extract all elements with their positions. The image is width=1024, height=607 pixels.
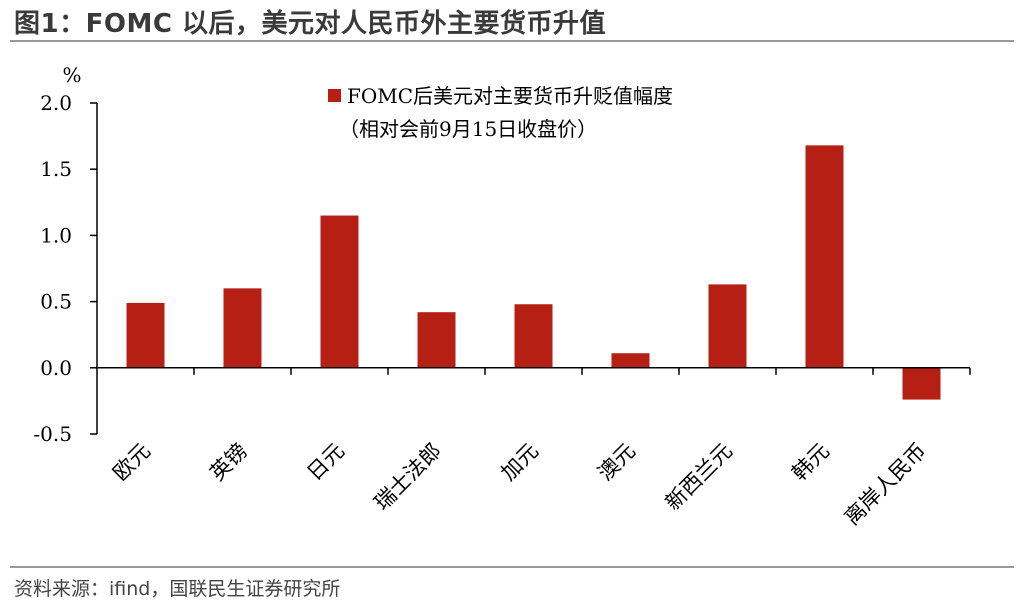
x-category-label: 离岸人民币 <box>840 439 931 530</box>
y-tick-label: 1.0 <box>40 223 72 247</box>
y-axis-ticks: 2.0 1.5 1.0 0.5 0.0 -0.5 <box>33 91 97 446</box>
legend-swatch <box>328 89 341 102</box>
legend-series-label: FOMC后美元对主要货币升贬值幅度 <box>347 84 673 108</box>
bar-7 <box>708 284 747 368</box>
bar-1 <box>126 302 165 368</box>
x-category-label: 欧元 <box>108 439 155 486</box>
x-category-label: 瑞士法郎 <box>370 439 446 515</box>
y-tick-label: 0.0 <box>40 356 72 380</box>
x-category-label: 新西兰元 <box>661 439 737 515</box>
bar-3 <box>320 215 359 368</box>
bar-4 <box>417 312 456 368</box>
x-category-label: 英镑 <box>205 439 252 486</box>
y-tick-label: -0.5 <box>33 422 72 446</box>
title-divider <box>10 40 1014 42</box>
bar-8 <box>805 145 844 368</box>
bars <box>126 145 941 400</box>
y-tick-label: 2.0 <box>40 91 72 115</box>
footer-divider <box>10 566 1014 568</box>
x-category-label: 日元 <box>302 439 349 486</box>
figure-title: 图1：FOMC 以后，美元对人民币外主要货币升值 <box>14 9 606 39</box>
bar-5 <box>514 304 553 368</box>
legend: FOMC后美元对主要货币升贬值幅度 （相对会前9月15日收盘价） <box>328 84 673 141</box>
bar-6 <box>611 353 650 368</box>
bar-2 <box>223 288 262 368</box>
y-unit-label: % <box>62 63 81 87</box>
x-category-label: 澳元 <box>593 439 640 486</box>
chart-area: 2.0 1.5 1.0 0.5 0.0 -0.5 欧元 英镑 日元 瑞士法郎 加元 澳元 新西兰元 韩元… <box>0 44 1024 564</box>
y-tick-label: 0.5 <box>40 290 72 314</box>
x-axis-labels: 欧元 英镑 日元 瑞士法郎 加元 澳元 新西兰元 韩元 离岸人民币 <box>108 367 971 530</box>
source-note: 资料来源：ifind，国联民生证券研究所 <box>14 578 341 600</box>
y-tick-label: 1.5 <box>40 157 72 181</box>
legend-series-note: （相对会前9月15日收盘价） <box>339 117 597 141</box>
x-category-label: 加元 <box>496 439 543 486</box>
bar-9 <box>902 367 941 400</box>
bar-chart: 2.0 1.5 1.0 0.5 0.0 -0.5 欧元 英镑 日元 瑞士法郎 加元 澳元 新西兰元 韩元… <box>33 63 971 530</box>
x-category-label: 韩元 <box>787 439 834 486</box>
